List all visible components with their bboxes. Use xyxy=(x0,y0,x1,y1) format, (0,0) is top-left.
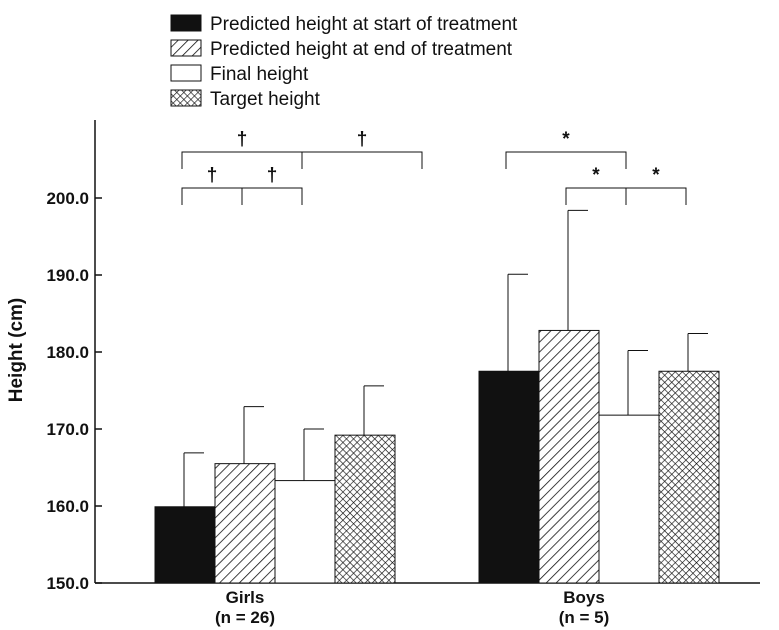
bar xyxy=(334,434,396,584)
significance-bracket xyxy=(565,187,627,205)
legend-swatch-solid xyxy=(170,14,202,32)
legend-item: Predicted height at end of treatment xyxy=(170,39,513,60)
plot-area: 150.0 160.0 170.0 180.0 190.0 200.0 † † † † * * * xyxy=(46,120,760,593)
significance-marker: † xyxy=(207,165,218,186)
significance-bracket xyxy=(505,151,627,169)
significance-marker: * xyxy=(652,165,660,186)
legend-item: Predicted height at start of treatment xyxy=(170,14,518,35)
y-axis-title: Height (cm) xyxy=(6,298,27,403)
legend-label: Predicted height at end of treatment xyxy=(210,39,513,60)
y-tick-label: 200.0 xyxy=(46,189,89,208)
significance-marker: * xyxy=(592,165,600,186)
significance-marker: † xyxy=(237,129,248,150)
x-category-label-boys: Boys xyxy=(563,588,605,607)
significance-bracket xyxy=(181,151,303,169)
significance-marker: * xyxy=(562,129,570,150)
bar xyxy=(154,506,216,584)
x-category-label-girls: Girls xyxy=(226,588,265,607)
x-category-sublabel-boys: (n = 5) xyxy=(559,608,610,627)
legend-swatch-empty xyxy=(170,64,202,82)
significance-marker: † xyxy=(357,129,368,150)
legend-item: Final height xyxy=(170,64,309,85)
legend-item: Target height xyxy=(170,89,321,110)
legend-swatch-crosshatch xyxy=(170,89,202,107)
y-tick-label: 150.0 xyxy=(46,574,89,593)
bar xyxy=(538,329,600,584)
bar xyxy=(274,480,336,584)
legend-label: Final height xyxy=(210,64,309,85)
significance-bracket xyxy=(625,187,687,205)
x-category-sublabel-girls: (n = 26) xyxy=(215,608,275,627)
y-tick-label: 180.0 xyxy=(46,343,89,362)
legend: Predicted height at start of treatment P… xyxy=(170,14,518,110)
significance-bracket xyxy=(181,187,243,205)
y-tick-label: 160.0 xyxy=(46,497,89,516)
significance-bracket xyxy=(241,187,303,205)
y-tick-label: 170.0 xyxy=(46,420,89,439)
significance-bracket xyxy=(301,151,423,169)
significance-marker: † xyxy=(267,165,278,186)
bar xyxy=(478,370,540,584)
bar xyxy=(214,463,276,584)
legend-label: Target height xyxy=(210,89,321,110)
bar xyxy=(598,414,660,584)
legend-label: Predicted height at start of treatment xyxy=(210,14,518,35)
legend-swatch-hatch xyxy=(170,39,202,57)
bar xyxy=(658,370,720,584)
y-tick-label: 190.0 xyxy=(46,266,89,285)
